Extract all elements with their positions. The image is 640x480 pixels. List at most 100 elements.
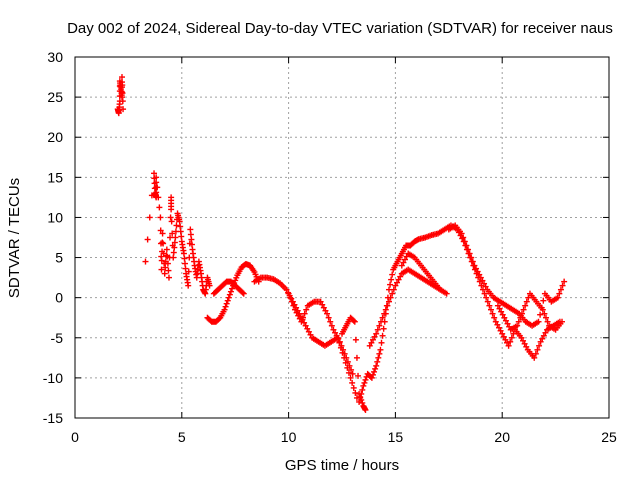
data-point (292, 306, 299, 313)
data-point (542, 329, 549, 336)
x-tick-label: 5 (178, 429, 186, 445)
data-point (371, 368, 378, 375)
data-point (491, 314, 498, 321)
data-point (502, 336, 509, 343)
data-point (518, 334, 525, 341)
data-point (239, 289, 246, 296)
data-point (118, 74, 125, 81)
data-point (176, 218, 183, 225)
data-point (216, 315, 223, 322)
data-point (162, 264, 169, 271)
data-point (155, 194, 162, 201)
data-point (466, 250, 473, 257)
data-point (481, 290, 488, 297)
series-track-a (204, 260, 262, 325)
data-point (521, 340, 528, 347)
data-point (185, 268, 192, 275)
data-point (389, 290, 396, 297)
data-point (177, 228, 184, 235)
data-point (359, 386, 366, 393)
data-point (301, 310, 308, 317)
grid-lines (75, 57, 609, 418)
data-point (328, 322, 335, 329)
data-point (347, 374, 354, 381)
data-point (320, 304, 327, 311)
data-point (356, 390, 363, 397)
y-tick-label: -10 (43, 370, 63, 386)
data-point (469, 258, 476, 265)
data-point (120, 106, 127, 113)
data-point (322, 307, 329, 314)
data-point (477, 274, 484, 281)
data-point (495, 324, 502, 331)
data-point (460, 234, 467, 241)
data-point (384, 302, 391, 309)
series-decay-cluster (142, 170, 213, 297)
data-point (556, 290, 563, 297)
data-point (350, 384, 357, 391)
data-point (142, 258, 149, 265)
data-point (561, 278, 568, 285)
data-point (228, 285, 235, 292)
series-late-drop (339, 314, 369, 413)
data-point (351, 318, 358, 325)
data-point (559, 282, 566, 289)
data-point (362, 406, 369, 413)
data-point (360, 382, 367, 389)
data-point (520, 337, 527, 344)
data-point (536, 342, 543, 349)
data-point (504, 339, 511, 346)
y-tick-label: -5 (51, 330, 64, 346)
data-point (151, 170, 158, 177)
x-tick-label: 20 (494, 429, 510, 445)
y-tick-label: -15 (43, 410, 63, 426)
data-point (146, 214, 153, 221)
series-track-g (398, 250, 444, 293)
data-point (153, 179, 160, 186)
data-point (520, 306, 527, 313)
data-point (500, 333, 507, 340)
series-track-e (356, 222, 563, 405)
data-point (389, 271, 396, 278)
data-point (502, 317, 509, 324)
data-point (336, 338, 343, 345)
data-point (164, 260, 171, 267)
data-point (287, 294, 294, 301)
data-point (369, 336, 376, 343)
data-point (153, 174, 160, 181)
data-point (357, 393, 364, 400)
data-point (459, 235, 466, 242)
data-point (539, 335, 546, 342)
data-point (366, 342, 373, 349)
data-point (341, 350, 348, 357)
data-point (163, 246, 170, 253)
data-point (443, 290, 450, 297)
data-point (482, 283, 489, 290)
data-point (206, 282, 213, 289)
data-point (437, 286, 444, 293)
data-point (240, 290, 247, 297)
data-point (180, 250, 187, 257)
data-point (468, 254, 475, 261)
data-point (223, 300, 230, 307)
data-point (300, 314, 307, 321)
data-point (288, 298, 295, 305)
data-point (160, 240, 167, 247)
data-point (471, 262, 478, 269)
data-point (293, 309, 300, 316)
data-point (153, 189, 160, 196)
data-point (514, 322, 521, 329)
data-point (319, 301, 326, 308)
data-point (324, 310, 331, 317)
data-point (285, 290, 292, 297)
data-point (515, 318, 522, 325)
data-point (542, 314, 549, 321)
series-track-b (210, 278, 247, 297)
data-point (187, 231, 194, 238)
data-point (345, 369, 352, 376)
data-point (349, 379, 356, 386)
data-point (465, 246, 472, 253)
data-point (371, 333, 378, 340)
data-point (385, 298, 392, 305)
data-point (154, 184, 161, 191)
